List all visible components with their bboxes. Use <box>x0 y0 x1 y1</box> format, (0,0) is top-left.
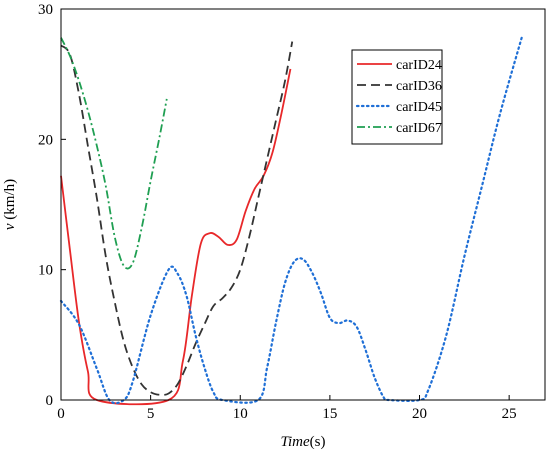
x-tick-label: 25 <box>502 406 517 422</box>
legend: carID24 carID36 carID45 carID67 <box>351 49 443 145</box>
series-layer <box>59 36 523 406</box>
y-tick-label: 30 <box>38 2 53 18</box>
y-tick-label: 10 <box>38 263 53 279</box>
legend-label-carID36: carID36 <box>396 79 442 94</box>
series-line-carID36 <box>60 41 294 396</box>
series-line-carID45 <box>59 36 523 405</box>
legend-box <box>351 49 443 145</box>
x-tick-label: 5 <box>147 406 155 422</box>
x-tick-label: 10 <box>233 406 248 422</box>
x-tick-label: 0 <box>57 406 65 422</box>
y-tick-label: 0 <box>46 393 54 409</box>
x-tick-label: 20 <box>412 406 427 422</box>
x-tick-label: 15 <box>322 406 337 422</box>
x-axis-title-main: Time <box>280 434 310 450</box>
ticks-layer: 0 5 10 15 20 25 0 10 20 30 <box>38 2 517 422</box>
y-tick-label: 20 <box>38 132 53 148</box>
y-axis-title: v (km/h) <box>2 179 18 230</box>
legend-label-carID67: carID67 <box>396 121 442 136</box>
x-axis-title: Time(s) <box>280 434 325 450</box>
y-axis-title-unit: (km/h) <box>2 179 18 224</box>
x-axis-title-unit: (s) <box>310 434 326 450</box>
y-axis-title-main: v <box>2 223 18 230</box>
plot-frame <box>60 8 546 401</box>
legend-label-carID45: carID45 <box>396 100 442 115</box>
legend-label-carID24: carID24 <box>396 58 442 73</box>
